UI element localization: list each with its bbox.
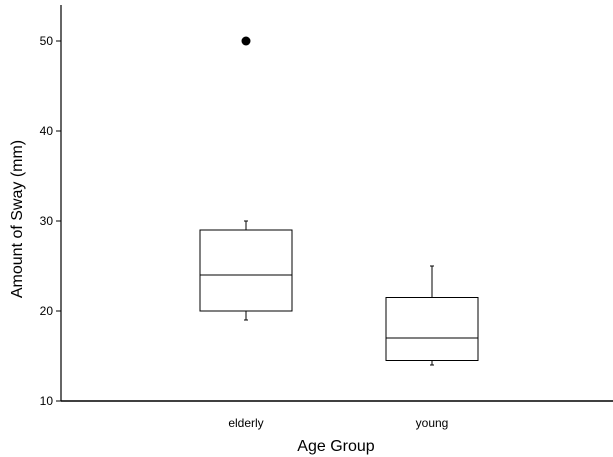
- y-tick-label: 40: [40, 124, 54, 138]
- y-tick-label: 20: [40, 304, 54, 318]
- y-tick-label: 50: [40, 34, 54, 48]
- x-tick-label: elderly: [228, 416, 263, 430]
- box-series: [199, 36, 479, 366]
- outlier-point: [241, 36, 251, 46]
- x-axis-title: Age Group: [297, 438, 374, 455]
- y-axis-ticks: 10 20 30 40 50: [40, 34, 61, 408]
- y-tick-label: 10: [40, 394, 54, 408]
- y-tick-label: 30: [40, 214, 54, 228]
- box-young: [385, 265, 479, 366]
- axes: [60, 5, 613, 402]
- iqr-box: [385, 297, 479, 361]
- y-axis-title: Amount of Sway (mm): [9, 140, 26, 298]
- x-tick-label: young: [416, 416, 449, 430]
- x-axis-ticks: elderly young: [228, 416, 448, 430]
- iqr-box: [199, 229, 293, 312]
- box-elderly: [199, 36, 293, 321]
